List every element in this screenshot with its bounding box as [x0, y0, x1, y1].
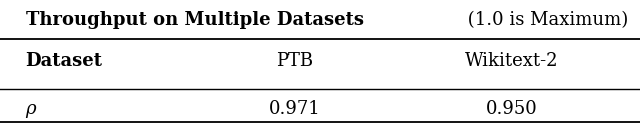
Text: (1.0 is Maximum): (1.0 is Maximum) — [461, 11, 628, 29]
Text: Wikitext-2: Wikitext-2 — [465, 53, 559, 70]
Text: 0.971: 0.971 — [269, 100, 320, 118]
Text: Dataset: Dataset — [26, 53, 102, 70]
Text: PTB: PTB — [276, 53, 313, 70]
Text: ρ: ρ — [26, 100, 36, 118]
Text: 0.950: 0.950 — [486, 100, 538, 118]
Text: Throughput on Multiple Datasets: Throughput on Multiple Datasets — [26, 11, 364, 29]
